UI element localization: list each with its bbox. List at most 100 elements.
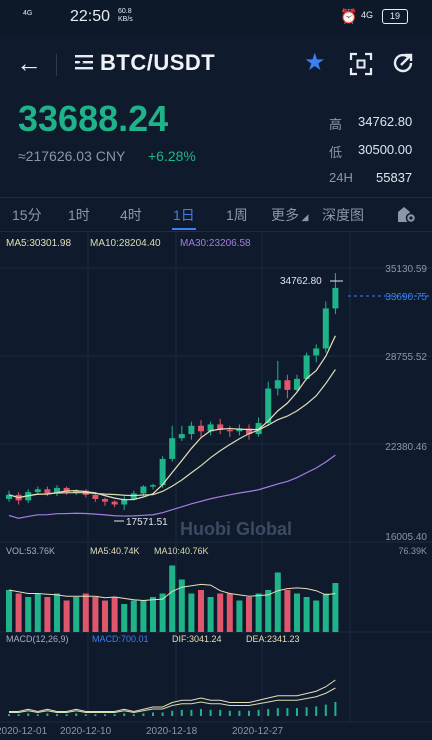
tab-4h[interactable]: 4时 [120,207,142,223]
date-axis-label: 2020-12-27 [232,726,284,737]
macd-bar [123,713,126,716]
switch-icon[interactable] [391,51,415,75]
current-price-label: 33690.75 [385,292,427,303]
candle-body [159,458,166,486]
volume-bar [303,597,310,632]
chart-settings-icon[interactable] [395,204,417,224]
candle-body [34,489,41,493]
macd-bar [142,713,145,716]
candle-body [303,355,310,379]
dea-line [9,687,336,714]
volume-bar [25,597,32,632]
active-tab-underline [172,228,196,230]
volume-bar [44,597,51,632]
date-axis-label: 2020-12-01 [0,726,48,737]
ma30-line [8,454,336,519]
price-axis-label: 28755.52 [385,352,427,363]
tab-1w[interactable]: 1周 [226,207,248,223]
volume-bar [255,593,262,632]
candle-body [284,380,291,390]
macd-bar [200,709,202,716]
volume-bar [294,593,300,632]
tabs-top-divider [0,197,432,198]
candle-body [226,429,233,432]
back-arrow-icon[interactable]: ← [16,48,42,78]
candle-body [313,348,320,356]
ma30-label: MA30:23206.58 [180,238,251,249]
battery-indicator: 19 [382,9,408,24]
volume-bar [34,593,41,632]
macd-bar [305,707,308,716]
tab-1h[interactable]: 1时 [68,207,90,223]
clock: 22:50 [70,8,111,25]
low-label: 低 [329,145,343,160]
fullscreen-icon[interactable] [349,52,373,76]
ma5-label: MA5:30301.98 [6,238,72,249]
candle-body [207,424,214,432]
macd-bar [171,710,174,716]
app-header: ← BTC/USDT ★ [0,34,432,94]
volume-bar [169,565,176,632]
ma5-line [8,335,336,501]
macd-bar [46,713,49,716]
pair-title[interactable]: BTC/USDT [100,50,216,75]
high-value: 34762.80 [358,114,413,129]
macd-bar [56,714,58,716]
candle-body [246,428,252,435]
interval-tabs: 15分 1时 4时 1日 1周 更多 ◢ 深度图 [0,198,432,232]
network-type: 4G [361,10,374,20]
macd-bar [17,714,20,716]
volume-bar [121,604,128,632]
volume-bar [207,597,214,632]
vol-max-label: 76.39K [398,546,427,556]
volume-bar [6,590,12,632]
candle-body [92,494,99,499]
candle-body [198,425,204,432]
volume-bar [217,593,224,632]
macd-group [8,679,337,716]
price-axis-label: 35130.59 [385,264,427,275]
dea-value: DEA:2341.23 [246,634,300,644]
candles-group [6,273,339,510]
macd-bar [75,713,78,716]
candlestick-chart[interactable]: Huobi Global 35130.59 28755.52 22380.46 … [0,232,432,740]
volume-bar [63,600,70,632]
candle-body [294,378,300,390]
volume-bar [102,600,108,632]
candle-body [63,487,70,493]
volume-bar [188,593,195,632]
tab-depth[interactable]: 深度图 [322,207,364,223]
ma-lines-group [8,335,336,519]
volume-bar [150,597,156,632]
volume-bar [140,600,147,632]
favorite-star-icon[interactable]: ★ [304,49,326,76]
macd-bar [132,714,135,716]
candle-body [217,424,224,430]
dif-value: DIF:3041.24 [172,634,222,644]
volume-bar [236,600,243,632]
candle-body [236,428,243,432]
tab-1d[interactable]: 1日 [173,207,195,223]
volume-bar [265,590,272,632]
volume-bar [15,593,22,632]
macd-bar [8,714,10,716]
macd-bar [27,713,30,716]
candle-body [188,425,195,435]
volume-bar [284,590,291,632]
vol-label: VOL:53.76K [6,546,55,556]
macd-title: MACD(12,26,9) [6,634,69,644]
candle-body [121,498,128,505]
candle-body [332,287,339,309]
tab-more[interactable]: 更多 ◢ [271,207,309,223]
pair-list-icon[interactable] [74,52,94,72]
macd-bar [324,704,327,716]
network-speed: 60.8 KB/s [118,8,133,23]
volume-bars-group [6,565,339,632]
macd-bar [267,709,270,716]
candle-body [322,308,329,349]
macd-bar [238,710,241,716]
candle-body [265,388,272,424]
tab-15m[interactable]: 15分 [12,207,42,223]
price-axis-label: 16005.40 [385,532,427,543]
ma10-line [8,369,336,499]
